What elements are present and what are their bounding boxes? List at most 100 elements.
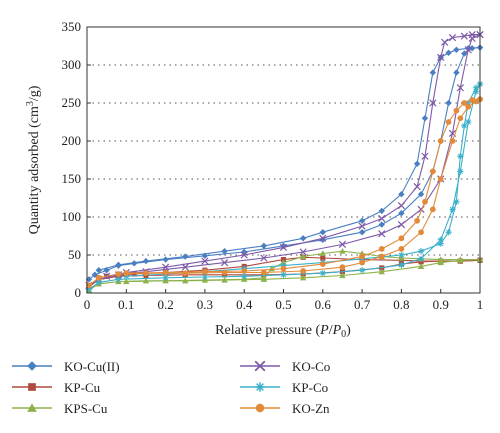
- legend-item-1: KP-Cu: [12, 380, 101, 395]
- series-5-desorption-point-5: [437, 138, 444, 144]
- y-axis-title: Quantity adsorbed (cm3/g): [25, 85, 42, 234]
- series-5-desorption-line: [126, 98, 481, 274]
- series-5-adsorption-point-10: [378, 253, 385, 260]
- series-4-adsorption-point-9: [398, 261, 405, 269]
- series-1-desorption-point-6: [320, 255, 326, 261]
- series-5-adsorption-point-14: [437, 176, 444, 182]
- series-3-adsorption-point-8: [338, 240, 347, 248]
- series-2-desorption-point-9: [299, 253, 307, 260]
- series-3-adsorption-point-6: [260, 254, 268, 262]
- series-0-desorption-point-17: [115, 261, 122, 269]
- x-tick-label-4: 0.4: [236, 297, 253, 312]
- series-0-desorption-point-5: [429, 69, 437, 76]
- legend-item-4: KP-Co: [240, 380, 328, 395]
- legend-swatch-marker-1: [28, 383, 36, 391]
- series-3-desorption-point-14: [240, 251, 248, 259]
- series-2-adsorption-point-9: [378, 268, 385, 275]
- series-0-adsorption-point-12: [398, 210, 405, 217]
- series-5-adsorption-point-6: [260, 269, 267, 276]
- legend-swatch-marker-0: [27, 361, 37, 371]
- series-0-desorption-point-3: [445, 49, 452, 57]
- series-4-adsorption-point-10: [417, 255, 425, 262]
- series-3-adsorption-point-9: [378, 230, 386, 238]
- series-3-desorption-point-9: [397, 201, 406, 210]
- y-tick-label-7: 350: [62, 19, 82, 34]
- legend-swatch-marker-3: [254, 360, 266, 372]
- series-5-desorption-point-1: [469, 97, 476, 103]
- series-5-adsorption-point-12: [418, 229, 424, 236]
- series-3-desorption-point-6: [429, 99, 437, 107]
- series-5: [86, 96, 483, 289]
- series-0-adsorption-point-17: [453, 69, 460, 76]
- series-4-desorption-point-6: [445, 229, 452, 236]
- series-5-adsorption-point-8: [339, 264, 346, 271]
- x-tick-label-1: 0.1: [118, 297, 134, 312]
- series-3-adsorption-point-14: [456, 84, 464, 92]
- series-5-adsorption-point-7: [300, 268, 307, 274]
- series-0-adsorption-point-5: [162, 256, 169, 263]
- series-5-adsorption-point-17: [465, 103, 472, 110]
- y-tick-label-5: 250: [62, 95, 82, 110]
- series-3-desorption-point-13: [279, 243, 288, 252]
- y-tick-label-3: 150: [62, 171, 82, 186]
- x-tick-label-2: 0.2: [157, 297, 173, 312]
- series-5-adsorption-point-0: [86, 282, 92, 289]
- legend-label-2: KPS-Cu: [64, 401, 108, 416]
- series-layer: [85, 30, 484, 293]
- series-4-adsorption-point-14: [465, 118, 472, 126]
- series-5-adsorption-point-15: [449, 138, 456, 144]
- y-tick-label-2: 100: [62, 209, 82, 224]
- series-5-desorption-point-6: [429, 168, 436, 175]
- series-4-desorption-point-4: [457, 153, 464, 160]
- series-0-desorption-point-16: [142, 257, 150, 265]
- series-5-desorption-point-10: [378, 246, 385, 252]
- series-5-desorption-point-11: [359, 253, 365, 260]
- series-0-adsorption-point-11: [378, 221, 385, 228]
- legend-item-5: KO-Zn: [240, 401, 330, 416]
- series-5-desorption-point-16: [162, 269, 169, 276]
- series-2-desorption-point-8: [319, 250, 326, 257]
- series-3-adsorption-point-15: [464, 46, 472, 54]
- series-0-desorption-point-12: [299, 235, 307, 242]
- x-tick-label-3: 0.3: [197, 297, 213, 312]
- series-0-desorption-point-14: [221, 248, 228, 255]
- series-4-desorption-point-7: [437, 240, 444, 247]
- legend-label-0: KO-Cu(II): [64, 359, 120, 374]
- legend: KO-Cu(II) KP-Cu KPS-Cu KO-Co KP-Co KO-Zn: [12, 359, 330, 416]
- series-0-adsorption-point-10: [358, 229, 366, 236]
- series-5-adsorption-point-9: [359, 259, 365, 266]
- series-0-adsorption-point-2: [103, 267, 110, 274]
- series-3-desorption-point-3: [448, 34, 457, 42]
- series-2-adsorption-point-11: [437, 259, 444, 266]
- series-4-desorption-point-9: [398, 251, 405, 259]
- series-5-desorption-point-8: [414, 217, 420, 224]
- x-tick-label-9: 0.9: [433, 297, 449, 312]
- series-4-adsorption-point-15: [472, 88, 480, 95]
- legend-label-1: KP-Cu: [64, 380, 101, 395]
- legend-item-2: KPS-Cu: [12, 401, 108, 416]
- series-0-adsorption-point-16: [445, 99, 452, 107]
- series-5-desorption-point-17: [123, 270, 130, 277]
- series-3-adsorption-line: [88, 34, 481, 286]
- series-4-adsorption-point-2: [115, 276, 122, 283]
- x-tick-label-0: 0: [84, 297, 91, 312]
- series-0-desorption-point-10: [358, 217, 366, 224]
- series-3-desorption-point-2: [460, 32, 468, 40]
- series-4-desorption-point-2: [465, 99, 472, 107]
- y-tick-label-0: 0: [75, 285, 82, 300]
- series-0-desorption-point-13: [260, 242, 268, 250]
- series-3-desorption-point-1: [468, 30, 476, 39]
- gridlines: [87, 64, 480, 256]
- legend-swatch-marker-2: [27, 403, 37, 412]
- series-5-desorption-point-3: [453, 107, 460, 114]
- x-tick-label-8: 0.8: [393, 297, 409, 312]
- series-3-desorption-point-15: [201, 257, 209, 265]
- series-5-adsorption-point-4: [182, 270, 189, 277]
- legend-item-0: KO-Cu(II): [12, 359, 120, 374]
- series-3-adsorption-point-7: [299, 248, 307, 256]
- axis-ticks: 0 0.1 0.2 0.3 0.4 0.5 0.6 0.7 0.8 0.9 1 0 50 100 150 20…: [62, 19, 484, 312]
- series-3: [85, 30, 484, 290]
- series-5-desorption-point-12: [319, 261, 326, 267]
- series-2-adsorption-line: [88, 259, 481, 291]
